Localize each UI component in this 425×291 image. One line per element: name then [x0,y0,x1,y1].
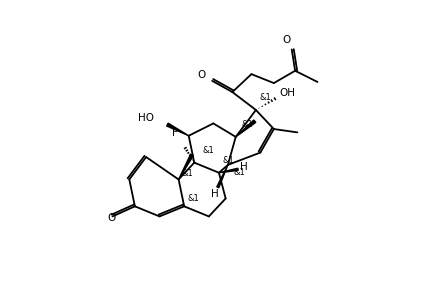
Text: &1: &1 [202,146,214,155]
Text: F: F [172,128,178,138]
Polygon shape [178,154,193,180]
Text: &1: &1 [187,194,199,203]
Polygon shape [217,165,228,188]
Text: H: H [210,189,218,199]
Polygon shape [236,120,256,137]
Polygon shape [219,168,238,173]
Text: &1: &1 [241,120,253,129]
Text: &1: &1 [182,169,194,178]
Text: O: O [282,35,290,45]
Text: OH: OH [279,88,295,98]
Text: O: O [197,70,206,80]
Text: H: H [240,162,247,172]
Text: &1: &1 [222,156,234,165]
Text: HO: HO [138,113,154,123]
Polygon shape [167,123,189,136]
Text: O: O [107,212,115,223]
Text: &1: &1 [259,93,271,102]
Text: &1: &1 [233,168,245,177]
